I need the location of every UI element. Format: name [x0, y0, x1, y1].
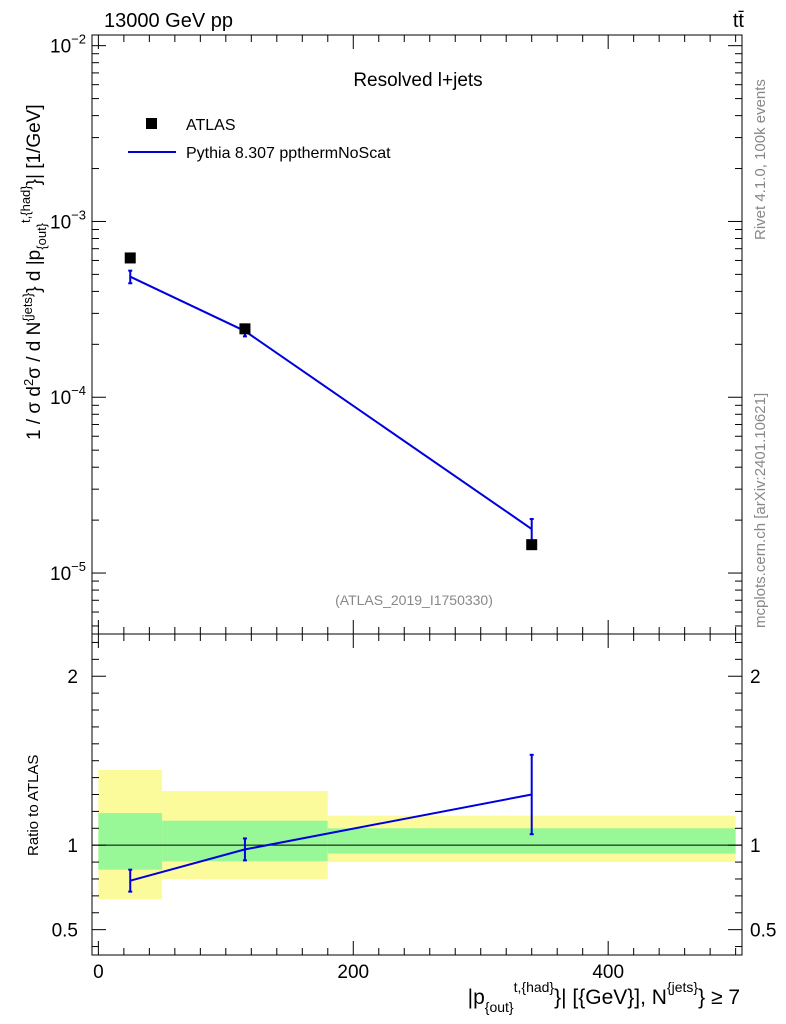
main-y-tick-label-1: 10−4: [50, 383, 86, 409]
atlas-data-point: [239, 323, 251, 335]
process-label: tt̄: [733, 10, 745, 32]
ratio-uncertainty-bands: [98, 770, 736, 900]
mcplots-label: mcplots.cern.ch [arXiv:2401.10621]: [752, 393, 769, 628]
ratio-axes: 0.5 0.5 1 1 2 2 0 200 400: [52, 633, 776, 983]
main-y-tick-label-0: 10−5: [50, 559, 86, 585]
atlas-data-point: [526, 539, 538, 551]
x-tick-label-2: 400: [592, 962, 624, 983]
main-y-axis-label: 1 / σ d2σ / d N{jets}} d |p{out}t,{had}}…: [18, 104, 49, 440]
legend-marker-atlas: [146, 118, 157, 129]
main-axes: 10−5 10−4 10−3 10−2: [50, 32, 743, 635]
main-y-tick-label-3: 10−2: [50, 32, 86, 58]
x-axis-label: |p{out}t,{had}}| [{GeV}], N{jets}} ≥ 7: [468, 979, 740, 1015]
ratio-y-axis-label: Ratio to ATLAS: [25, 755, 42, 856]
x-tick-label-0: 0: [93, 962, 104, 983]
atlas-data-point: [124, 252, 136, 264]
main-series: [124, 252, 538, 551]
plot-title: Resolved l+jets: [353, 70, 482, 91]
mc-line: [129, 275, 533, 530]
main-y-tick-label-2: 10−3: [50, 207, 86, 233]
legend: ATLAS Pythia 8.307 ppthermNoScat: [128, 117, 391, 162]
legend-label-pythia: Pythia 8.307 ppthermNoScat: [186, 145, 391, 162]
ratio-y-tick-label-2: 2: [67, 667, 78, 688]
ratio-y-tick-label-1: 1: [67, 836, 78, 857]
x-tick-label-1: 200: [337, 962, 369, 983]
ratio-y-tick-label-right-1: 1: [750, 836, 761, 857]
ratio-y-tick-label-right-0: 0.5: [750, 921, 776, 942]
energy-label: 13000 GeV pp: [104, 10, 233, 32]
legend-label-atlas: ATLAS: [186, 117, 236, 134]
rivet-label: Rivet 4.1.0, 100k events: [752, 79, 769, 240]
ratio-series: [128, 753, 534, 893]
ratio-y-tick-label-right-2: 2: [750, 667, 761, 688]
analysis-label: (ATLAS_2019_I1750330): [335, 592, 493, 608]
ratio-band-inner-0: [98, 813, 163, 870]
ratio-y-tick-label-0: 0.5: [52, 921, 78, 942]
